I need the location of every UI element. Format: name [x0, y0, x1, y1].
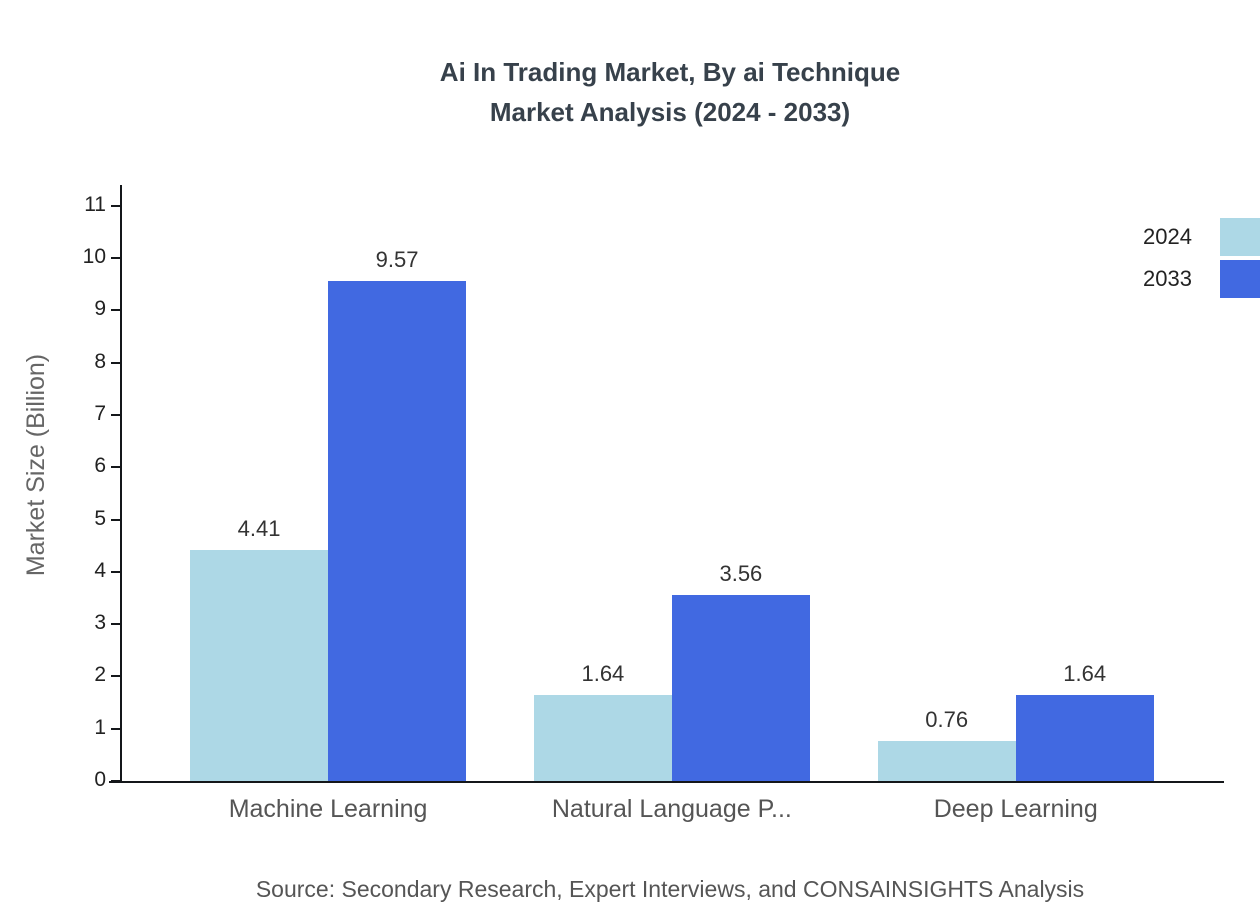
bar-2033-1 [671, 594, 810, 781]
y-tick-label: 7 [94, 402, 106, 426]
y-tick-label: 9 [94, 297, 106, 321]
bar-value-label: 1.64 [581, 661, 625, 687]
y-tick-mark [111, 623, 120, 626]
chart-title-line1: Ai In Trading Market, By ai Technique [439, 57, 901, 87]
legend-item: 2033 [1143, 260, 1260, 298]
bar-value-label: 4.41 [237, 516, 281, 542]
y-tick-mark [111, 466, 120, 469]
y-tick-label: 4 [94, 558, 106, 582]
bar-value-label: 3.56 [719, 560, 763, 586]
y-tick-label: 3 [94, 611, 106, 635]
y-tick-mark [111, 727, 120, 730]
x-category-label: Machine Learning [228, 795, 428, 823]
y-tick-mark [111, 570, 120, 573]
source-note: Source: Secondary Research, Expert Inter… [255, 876, 1085, 902]
legend-swatch [1220, 260, 1260, 298]
bar-2024-1 [533, 695, 672, 781]
plot-area: 0 1 2 3 4 5 6 7 8 9 10 11 Machine Learning Natural La… [83, 185, 1224, 823]
y-tick-label: 0 [94, 768, 106, 791]
y-tick-mark [111, 309, 120, 312]
bar-value-label: 9.57 [375, 246, 419, 272]
x-category-label: Natural Language P... [551, 795, 792, 823]
y-tick-mark [111, 414, 120, 417]
x-category-label: Deep Learning [933, 795, 1098, 823]
y-tick-label: 5 [94, 506, 106, 530]
y-tick-mark [111, 204, 120, 207]
y-tick-label: 10 [82, 245, 106, 269]
y-tick-mark [111, 675, 120, 678]
chart-title-line2: Market Analysis (2024 - 2033) [489, 97, 851, 128]
y-tick-label: 2 [94, 663, 106, 687]
bar-2033-2 [1015, 695, 1154, 781]
bar-2024-0 [190, 550, 329, 781]
legend-label: 2033 [1143, 266, 1192, 291]
bar-2033-0 [328, 280, 467, 781]
y-tick-mark [111, 780, 120, 782]
legend-item: 2024 [1143, 218, 1260, 256]
legend-label: 2024 [1143, 224, 1192, 249]
bar-value-label: 0.76 [925, 707, 969, 733]
bar-value-label: 1.64 [1063, 661, 1107, 687]
y-tick-label: 6 [94, 454, 106, 478]
x-axis-extension [109, 781, 122, 783]
chart-legend: 2024 2033 [1143, 218, 1260, 302]
y-tick-label: 8 [94, 349, 106, 373]
chart-title: Ai In Trading Market, By ai Technique Ma… [80, 52, 1260, 133]
y-tick-mark [111, 257, 120, 260]
legend-swatch [1220, 218, 1260, 256]
y-tick-label: 11 [84, 192, 106, 216]
y-tick-label: 1 [94, 715, 106, 739]
y-axis-title: Market Size (Billion) [22, 353, 50, 577]
y-tick-mark [111, 361, 120, 364]
y-tick-mark [111, 518, 120, 521]
bar-2024-2 [877, 741, 1016, 781]
